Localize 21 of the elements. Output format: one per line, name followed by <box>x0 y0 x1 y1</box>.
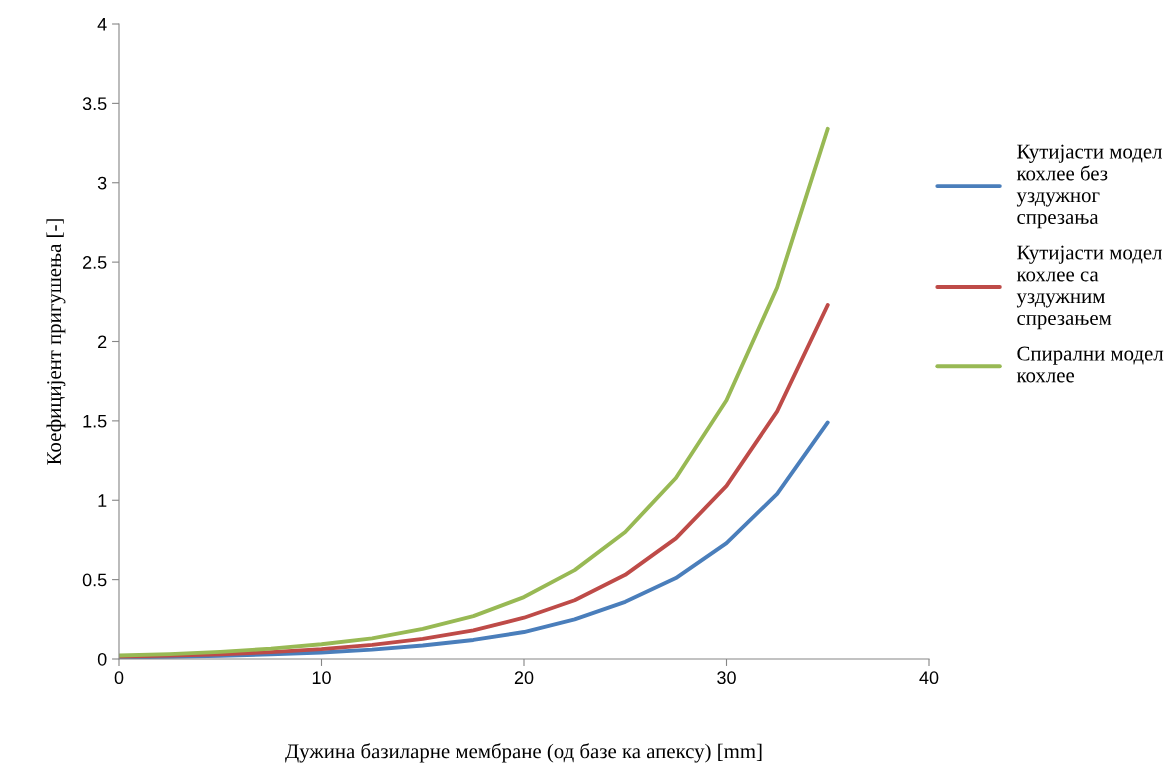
legend-label: Спирални модел кохлее <box>1016 346 1164 383</box>
y-tick-label: 3.5 <box>82 97 107 111</box>
y-tick-label: 0.5 <box>82 573 107 587</box>
y-tick-label: 3 <box>97 176 107 190</box>
y-tick-label: 0 <box>97 652 107 666</box>
x-tick-label: 20 <box>514 671 534 685</box>
legend-label: Кутијасти модел кохлее са уздужним спрезањем <box>1016 245 1162 330</box>
x-tick-label: 10 <box>312 671 331 685</box>
legend-label: Кутијасти модел кохлее без уздужног спрезања <box>1016 144 1162 229</box>
y-axis-title: Коефицијент пригушења [-] <box>46 219 66 465</box>
x-tick-label: 0 <box>114 671 124 685</box>
x-tick-label: 40 <box>919 671 939 685</box>
line-series <box>119 126 830 658</box>
y-tick-label: 1.5 <box>83 415 107 428</box>
line-series <box>119 303 830 659</box>
y-tick-label: 1 <box>98 494 107 507</box>
x-tick-label: 30 <box>717 671 736 685</box>
y-tick-label: 2.5 <box>83 256 107 269</box>
x-axis-title: Дужина базиларне мембране (од базе ка апексу) [mm] <box>285 743 762 763</box>
y-tick-label: 4 <box>97 18 107 31</box>
y-tick-label: 2 <box>98 335 107 349</box>
